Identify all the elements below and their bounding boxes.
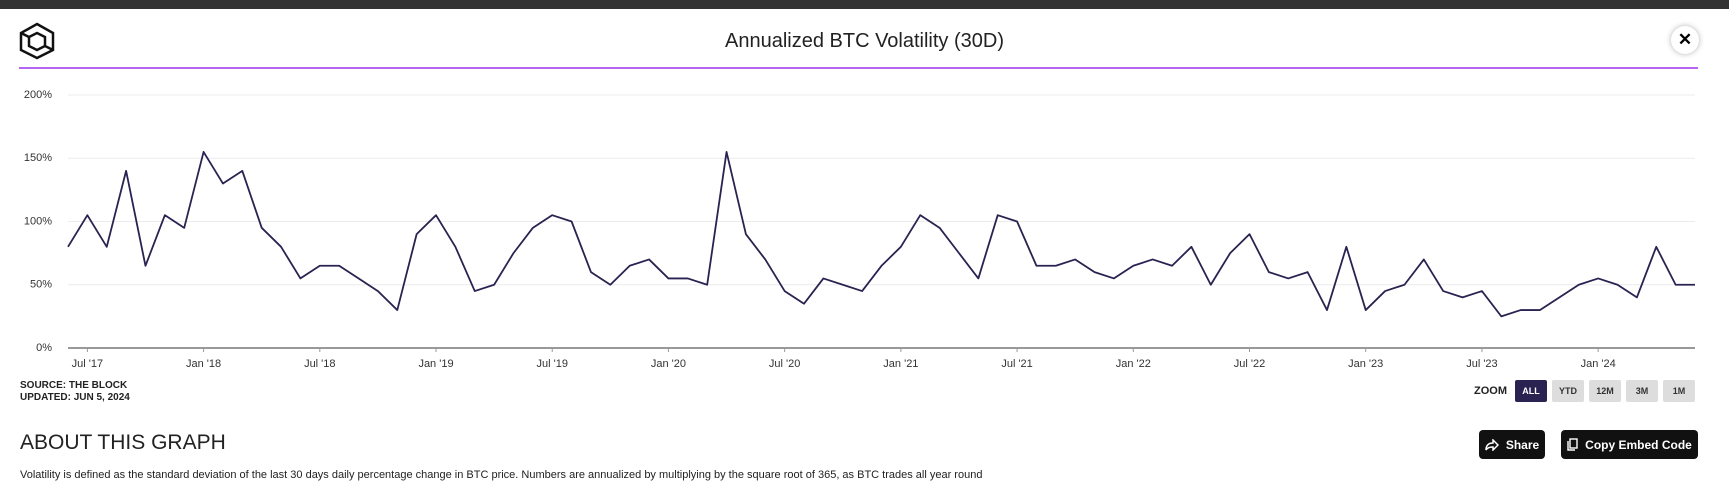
x-tick-label: Jul '17 [72,358,103,370]
embed-button[interactable]: Copy Embed Code [1561,430,1698,459]
x-tick-label: Jan '21 [883,358,918,370]
x-tick-label: Jan '23 [1348,358,1383,370]
share-button[interactable]: Share [1479,430,1545,459]
x-tick-label: Jul '20 [769,358,800,370]
x-tick-label: Jan '18 [186,358,221,370]
x-tick-label: Jan '19 [418,358,453,370]
zoom-button[interactable]: 1M [1663,380,1695,402]
chart: 0% 50% 100% 150% 200% Jul '17 Jan '18 Jul '18 Ja… [24,89,1695,370]
share-icon [1485,438,1499,451]
line [67,151,1695,318]
zoom-label: ZOOM [1474,385,1507,397]
zoom-button[interactable]: ALL [1515,380,1547,402]
y-tick-label: 200% [24,89,52,101]
chart-title: Annualized BTC Volatility (30D) [724,30,1004,52]
zoom-button[interactable]: YTD [1552,380,1584,402]
x-tick-label: Jul '22 [1234,358,1265,370]
x-tick-label: Jul '21 [1001,358,1032,370]
copy-icon [1567,438,1578,451]
y-tick-label: 150% [24,152,52,164]
about-text: Volatility is defined as the standard de… [20,469,983,481]
x-tick-label: Jan '20 [651,358,686,370]
y-tick-label: 100% [24,215,52,227]
share-label: Share [1505,437,1540,452]
y-tick-label: 0% [36,342,52,354]
x-tick-label: Jan '22 [1116,358,1151,370]
x-tick-label: Jul '23 [1466,358,1497,370]
about-heading: ABOUT THIS GRAPH [20,431,226,454]
y-tick-label: 50% [30,279,52,291]
top-bar [0,0,1729,9]
updated: UPDATED: JUN 5, 2024 [20,392,130,403]
zoom-button[interactable]: 12M [1589,380,1621,402]
x-tick-label: Jul '19 [536,358,567,370]
source: SOURCE: THE BLOCK [20,380,128,391]
embed-label: Copy Embed Code [1585,437,1692,452]
divider [19,67,1698,69]
logo[interactable] [18,22,56,60]
x-tick-label: Jul '18 [304,358,335,370]
close-button[interactable]: ✕ [1671,26,1699,54]
zoom-button[interactable]: 3M [1626,380,1658,402]
x-tick-label: Jan '24 [1581,358,1616,370]
